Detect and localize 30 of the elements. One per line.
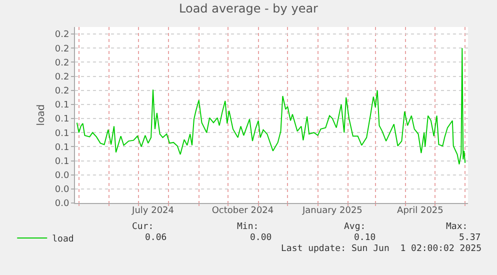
- text: Min:: [237, 222, 259, 232]
- y-tick-label: 0.0: [54, 170, 70, 181]
- y-tick-label: 0.2: [54, 44, 70, 54]
- text: Max:: [446, 222, 468, 232]
- x-tick-label: July 2024: [131, 206, 174, 216]
- y-axis-title: load: [36, 104, 47, 126]
- y-tick-label: 0.0: [54, 199, 70, 210]
- y-tick-label: 0.1: [54, 156, 70, 167]
- y-tick-label: 0.0: [54, 185, 70, 196]
- text: Avg:: [344, 222, 366, 232]
- text: 0.10: [354, 233, 376, 243]
- x-tick-label: October 2024: [212, 206, 274, 216]
- text: 0.00: [250, 233, 272, 243]
- text: Last update: Sun Jun 1 02:00:02 2025: [281, 244, 482, 254]
- legend-label: load: [52, 234, 74, 245]
- y-tick-label: 0.2: [54, 30, 70, 40]
- y-tick-label: 0.2: [54, 58, 70, 68]
- text: Cur:: [132, 222, 154, 232]
- y-tick-label: 0.2: [54, 86, 70, 97]
- x-tick-label: April 2025: [397, 206, 444, 216]
- y-tick-label: 0.1: [54, 100, 70, 111]
- text: 5.37: [459, 233, 481, 243]
- x-tick-label: January 2025: [302, 206, 362, 216]
- y-tick-label: 0.1: [54, 128, 70, 139]
- y-tick-label: 0.1: [54, 114, 70, 125]
- chart-title: Load average - by year: [179, 2, 318, 16]
- y-tick-label: 0.2: [54, 72, 70, 82]
- text: 0.06: [145, 233, 167, 243]
- line-series: [76, 48, 466, 165]
- y-tick-label: 0.1: [54, 142, 70, 153]
